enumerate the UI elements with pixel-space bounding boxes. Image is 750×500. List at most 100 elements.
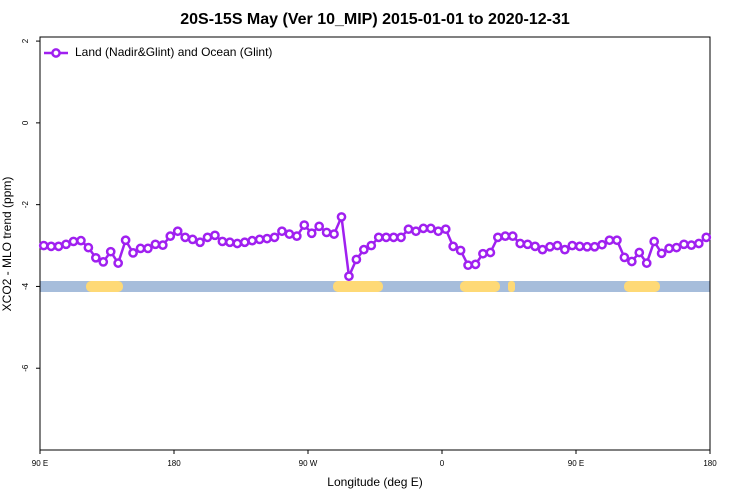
point bbox=[478, 248, 488, 259]
point bbox=[284, 229, 295, 239]
point bbox=[351, 254, 362, 265]
point bbox=[113, 258, 124, 268]
land-strip bbox=[624, 281, 660, 292]
point bbox=[105, 246, 116, 257]
y-axis-label: XCO2 - MLO trend (ppm) bbox=[0, 177, 14, 312]
point bbox=[291, 231, 302, 241]
point bbox=[597, 239, 607, 250]
point bbox=[299, 220, 310, 230]
point bbox=[217, 236, 228, 247]
point bbox=[98, 257, 109, 267]
point bbox=[187, 234, 198, 245]
point bbox=[269, 232, 280, 243]
point bbox=[463, 260, 473, 271]
point bbox=[403, 224, 414, 235]
point bbox=[448, 241, 459, 252]
point bbox=[440, 224, 451, 235]
point bbox=[425, 223, 436, 234]
point bbox=[262, 233, 272, 244]
point bbox=[634, 247, 645, 258]
point bbox=[314, 221, 325, 232]
chart-title: 20S-15S May (Ver 10_MIP) 2015-01-01 to 2… bbox=[180, 11, 570, 28]
point bbox=[515, 238, 526, 249]
point bbox=[247, 235, 258, 246]
x-tick-label: 90 W bbox=[299, 459, 318, 468]
x-tick-label: 0 bbox=[440, 459, 445, 468]
x-axis-label: Longitude (deg E) bbox=[327, 475, 422, 489]
point bbox=[530, 241, 540, 252]
point bbox=[396, 232, 406, 243]
point bbox=[656, 248, 667, 259]
point bbox=[388, 232, 399, 243]
point bbox=[433, 226, 444, 237]
point bbox=[649, 236, 660, 247]
point bbox=[254, 234, 265, 245]
point bbox=[157, 240, 168, 250]
point bbox=[664, 243, 674, 254]
point bbox=[589, 241, 600, 252]
point bbox=[224, 237, 235, 248]
point bbox=[545, 241, 555, 252]
legend-swatch bbox=[51, 48, 61, 58]
x-tick-label: 180 bbox=[167, 459, 181, 468]
point bbox=[38, 240, 49, 251]
legend-label: Land (Nadir&Glint) and Ocean (Glint) bbox=[75, 45, 272, 59]
legend-box bbox=[41, 42, 281, 64]
point bbox=[604, 235, 615, 246]
point bbox=[135, 243, 146, 254]
point bbox=[485, 247, 496, 258]
point bbox=[500, 231, 511, 241]
point bbox=[83, 242, 94, 253]
point bbox=[321, 227, 332, 238]
point bbox=[277, 226, 287, 237]
point bbox=[567, 240, 578, 251]
point bbox=[582, 241, 593, 252]
point bbox=[373, 232, 384, 243]
point bbox=[455, 245, 466, 256]
y-tick-label: 0 bbox=[21, 120, 30, 125]
point bbox=[507, 231, 518, 241]
point bbox=[150, 239, 161, 250]
point bbox=[128, 248, 138, 258]
point bbox=[686, 240, 697, 250]
point bbox=[165, 231, 176, 241]
point bbox=[46, 241, 57, 252]
x-tick-label: 180 bbox=[703, 459, 717, 468]
point bbox=[358, 244, 369, 255]
point bbox=[612, 235, 622, 246]
point bbox=[559, 244, 570, 255]
y-tick-label: -6 bbox=[21, 364, 30, 372]
point bbox=[537, 244, 548, 255]
point bbox=[210, 230, 220, 241]
y-tick-label: -4 bbox=[21, 282, 30, 290]
point bbox=[336, 212, 347, 222]
surface-strip bbox=[40, 281, 710, 292]
point bbox=[61, 239, 71, 250]
point bbox=[239, 237, 250, 248]
land-strip bbox=[333, 281, 383, 292]
point bbox=[329, 229, 339, 239]
point bbox=[671, 242, 682, 253]
point bbox=[120, 235, 131, 246]
point bbox=[641, 258, 652, 268]
point bbox=[693, 238, 704, 249]
y-tick-label: -2 bbox=[21, 201, 30, 209]
point bbox=[344, 271, 354, 282]
point bbox=[418, 223, 429, 234]
point bbox=[381, 232, 392, 243]
point bbox=[619, 252, 630, 263]
point bbox=[470, 259, 481, 270]
point bbox=[679, 239, 689, 250]
point bbox=[411, 226, 421, 237]
point bbox=[552, 240, 563, 251]
point bbox=[76, 235, 86, 246]
point bbox=[68, 236, 79, 247]
point bbox=[492, 232, 503, 243]
y-tick-label: 2 bbox=[21, 38, 30, 43]
point bbox=[306, 228, 317, 239]
point bbox=[90, 252, 101, 263]
point bbox=[180, 232, 191, 243]
land-strip bbox=[86, 281, 123, 292]
point bbox=[195, 237, 205, 248]
point bbox=[522, 239, 533, 250]
